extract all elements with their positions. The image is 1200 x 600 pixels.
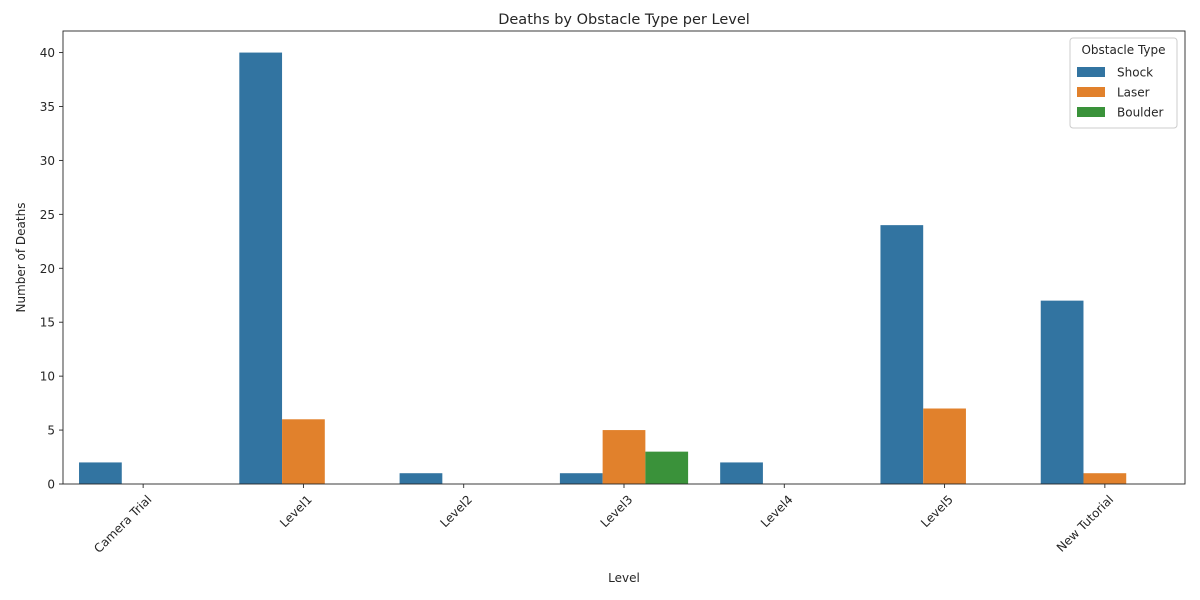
legend-label-boulder: Boulder <box>1117 106 1164 120</box>
bar-shock-3 <box>559 473 603 484</box>
y-tick-label-5: 25 <box>40 208 55 222</box>
y-tick-label-6: 30 <box>40 154 55 168</box>
y-tick-label-3: 15 <box>40 316 55 330</box>
y-tick-label-2: 10 <box>40 370 55 384</box>
legend-swatch-boulder <box>1077 107 1105 117</box>
bar-shock-1 <box>239 52 283 484</box>
bar-shock-2 <box>399 473 443 484</box>
bar-laser-5 <box>923 408 966 484</box>
y-tick-label-1: 5 <box>47 424 55 438</box>
bar-shock-6 <box>1040 300 1084 484</box>
legend-label-laser: Laser <box>1117 86 1150 100</box>
legend-title: Obstacle Type <box>1081 43 1165 57</box>
legend: Obstacle Type Shock Laser Boulder <box>1069 37 1178 129</box>
y-tick-label-0: 0 <box>47 478 55 492</box>
bar-shock-0 <box>79 462 122 484</box>
axes-frame <box>62 30 1186 485</box>
y-axis-label: Number of Deaths <box>14 203 28 313</box>
chart-title: Deaths by Obstacle Type per Level <box>498 12 750 28</box>
y-tick-label-7: 35 <box>40 100 55 114</box>
bar-boulder-3 <box>645 451 689 484</box>
legend-label-shock: Shock <box>1117 66 1153 80</box>
legend-frame <box>1069 37 1178 129</box>
bar-laser-3 <box>602 430 646 484</box>
legend-swatch-shock <box>1077 67 1105 77</box>
bar-laser-6 <box>1083 473 1127 484</box>
bar-laser-1 <box>282 419 325 484</box>
legend-swatch-laser <box>1077 87 1105 97</box>
y-tick-label-4: 20 <box>40 262 55 276</box>
bar-shock-4 <box>720 462 763 484</box>
x-axis-label: Level <box>608 571 640 585</box>
y-tick-label-8: 40 <box>40 46 55 60</box>
bar-shock-5 <box>880 225 924 484</box>
